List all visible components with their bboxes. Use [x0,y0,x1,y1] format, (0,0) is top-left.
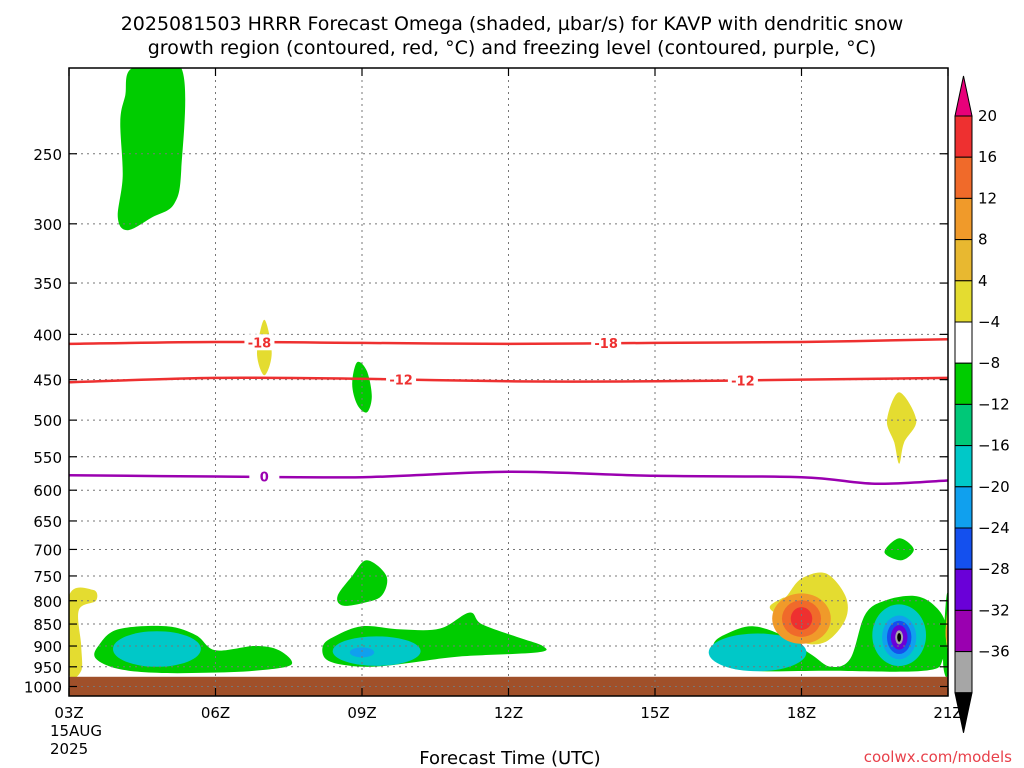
credit-text: coolwx.com/models [864,748,1012,766]
isotherm-label-0-1: -18 [594,337,618,352]
isotherm-label-1-0: -12 [389,373,413,388]
x-tick-label-12Z: 12Z [494,704,523,722]
colorbar-swatch-2 [954,156,973,199]
y-axis: 250 300 350 400 450 500 550 600 650 700 750 800 850 9… [24,146,948,697]
y-tick-label-950: 950 [33,659,62,677]
colorbar-bottom-triangle [954,692,973,733]
colorbar-label-11: −28 [978,560,1010,578]
date-label-year: 2025 [50,740,88,758]
y-tick-label-800: 800 [33,593,62,611]
date-label-day: 15AUG [50,722,102,740]
colorbar-top-triangle [954,75,973,117]
omega-core-teal-left [112,631,201,667]
y-tick-label-900: 900 [33,638,62,656]
omega-shading [69,68,948,679]
omega-core-blue-9z [349,647,375,658]
isotherm-label-bg [727,372,758,389]
omega-core-black-20z [897,633,902,642]
x-tick-label-03Z: 03Z [54,704,83,722]
x-tick-label-21Z: 21Z [933,704,962,722]
y-tick-label-450: 450 [33,372,62,390]
x-axis: 03Z 06Z 09Z 12Z 15Z 18Z 21Z [54,68,963,722]
y-tick-label-350: 350 [33,275,62,293]
y-tick-label-1000: 1000 [24,679,62,697]
colorbar-swatch-6 [954,321,973,364]
omega-region-yellow-left [69,587,98,679]
colorbar-swatch-4 [954,239,973,282]
colorbar-label-13: −36 [978,643,1010,661]
omega-region-green-upper [117,68,186,231]
chart-title-line1: 2025081503 HRRR Forecast Omega (shaded, … [121,13,904,35]
colorbar-swatch-14 [954,651,973,694]
omega-region-yellow-500 [886,392,917,464]
y-tick-label-250: 250 [33,146,62,164]
colorbar-label-4: 4 [978,272,988,290]
omega-region-green-760 [337,560,388,606]
colorbar-swatch-9 [954,445,973,488]
colorbar-label-6: −8 [978,354,1000,372]
colorbar-swatch-12 [954,568,973,611]
isotherm-label-bg [244,334,275,351]
colorbar-swatch-10 [954,486,973,529]
omega-core-teal-16z [708,633,807,672]
colorbar-label-2: 12 [978,189,997,207]
isotherm-label-0-0: -18 [248,336,272,351]
colorbar-label-10: −24 [978,519,1010,537]
colorbar-label-12: −32 [978,601,1010,619]
isotherm-line-2 [68,470,949,486]
x-tick-label-15Z: 15Z [640,704,669,722]
colorbar-label-0: 20 [978,107,997,125]
y-tick-label-300: 300 [33,216,62,234]
colorbar: 20 16 12 8 4 −4 −8 −12 −16 −20 −24 −28 −32 −36 [954,75,1010,733]
isotherm-label-bg [591,335,622,352]
omega-region-green-edge [943,592,948,678]
isotherm-line-1 [68,376,949,384]
x-axis-label: Forecast Time (UTC) [419,748,600,768]
colorbar-swatch-3 [954,197,973,241]
colorbar-swatch-5 [954,280,973,323]
omega-core-teal-9z [332,636,421,666]
y-tick-label-500: 500 [33,412,62,430]
y-tick-label-850: 850 [33,616,62,634]
y-tick-label-400: 400 [33,326,62,344]
colorbar-label-9: −20 [978,478,1010,496]
isotherm-label-bg [386,371,417,388]
y-tick-label-700: 700 [33,541,62,559]
colorbar-swatch-1 [954,115,973,158]
x-tick-label-18Z: 18Z [787,704,816,722]
isotherm-label-bg [249,468,280,485]
isotherm-contours: -18 -18 -12 -12 0 [68,334,949,486]
colorbar-label-3: 8 [978,231,988,249]
isotherm-label-1-1: -12 [731,374,755,389]
x-tick-label-09Z: 09Z [347,704,376,722]
colorbar-swatch-7 [954,362,973,405]
y-tick-label-550: 550 [33,449,62,467]
isotherm-line-0 [68,337,949,346]
y-tick-label-600: 600 [33,482,62,500]
colorbar-swatch-8 [954,403,973,447]
colorbar-label-8: −16 [978,437,1010,455]
colorbar-label-1: 16 [978,148,997,166]
y-tick-label-650: 650 [33,513,62,531]
x-tick-label-06Z: 06Z [201,704,230,722]
y-tick-label-750: 750 [33,568,62,586]
chart-title-line2: growth region (contoured, red, °C) and f… [148,37,877,59]
colorbar-swatch-13 [954,609,973,653]
colorbar-label-7: −12 [978,395,1010,413]
colorbar-label-5: −4 [978,313,1000,331]
colorbar-swatch-11 [954,527,973,570]
omega-region-green-700 [884,538,914,561]
isotherm-label-2-0: 0 [260,471,269,486]
